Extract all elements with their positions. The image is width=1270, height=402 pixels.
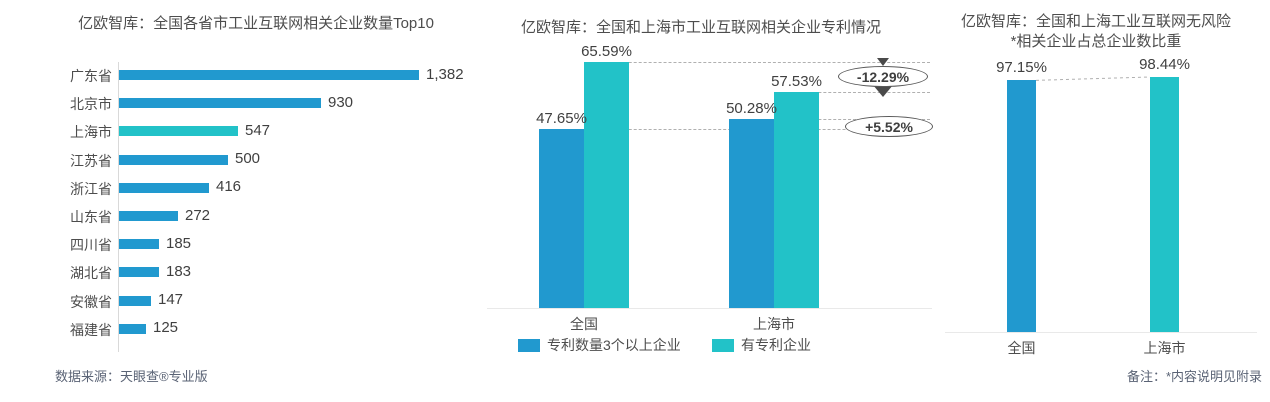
v-bar (774, 92, 819, 308)
chart3-title-line2: *相关企业占总企业数比重 (1010, 33, 1182, 50)
category-label: 上海市 (70, 124, 112, 141)
arrow-down-icon (873, 85, 893, 97)
chart1-title: 亿欧智库：全国各省市工业互联网相关企业数量Top10 (78, 15, 434, 32)
category-label: 北京市 (70, 96, 112, 113)
category-label: 浙江省 (70, 180, 112, 197)
chart3-title: 亿欧智库：全国和上海工业互联网无风险 *相关企业占总企业数比重 (935, 12, 1257, 52)
legend-item-1: 专利数量3个以上企业 (518, 335, 681, 355)
category-label: 上海市 (1143, 340, 1186, 356)
category-label: 四川省 (70, 237, 112, 254)
category-label: 上海市 (753, 316, 795, 332)
category-label: 福建省 (70, 321, 112, 338)
bar-value: 416 (216, 178, 242, 196)
h-bar (119, 98, 321, 109)
bar-value: 183 (166, 262, 192, 280)
bar-value: 57.53% (771, 73, 822, 91)
bar-value: 50.28% (726, 100, 777, 118)
h-bar (119, 239, 159, 250)
chart1-y-axis-line (118, 62, 119, 352)
arrow-down-small-icon (877, 58, 889, 66)
bar-value: 272 (185, 206, 211, 224)
v-bar (1007, 80, 1036, 332)
bar-value: 125 (153, 319, 179, 337)
source-note: 数据来源：天眼查®专业版 (55, 369, 208, 384)
delta-annotation-negative: -12.29% (838, 66, 928, 87)
guide-dashed-line (584, 62, 930, 63)
bar-value: 500 (235, 150, 261, 168)
category-label: 全国 (570, 316, 598, 332)
h-bar (119, 154, 228, 165)
chart2-title: 亿欧智库：全国和上海市工业互联网相关企业专利情况 (520, 19, 881, 36)
v-bar (539, 129, 584, 308)
bar-value: 97.15% (996, 59, 1047, 77)
legend-label: 有专利企业 (741, 337, 811, 353)
bar-value: 185 (166, 234, 192, 252)
v-bar (584, 62, 629, 308)
chart2-x-axis-line (487, 308, 932, 309)
bar-value: 47.65% (536, 110, 587, 128)
remark-note: 备注：*内容说明见附录 (1126, 369, 1262, 384)
h-bar (119, 182, 209, 193)
chart3-title-line1: 亿欧智库：全国和上海工业互联网无风险 (960, 13, 1231, 30)
category-label: 湖北省 (70, 265, 112, 282)
category-label: 山东省 (70, 209, 112, 225)
legend-label: 专利数量3个以上企业 (547, 337, 681, 353)
category-label: 广东省 (70, 68, 112, 84)
category-label: 全国 (1007, 340, 1036, 356)
h-bar (119, 295, 151, 306)
h-bar (119, 126, 238, 137)
bar-value: 147 (158, 291, 184, 309)
legend-item-2: 有专利企业 (712, 335, 811, 355)
connector-dashed-line (1035, 76, 1151, 81)
legend-swatch-teal (712, 338, 734, 352)
h-bar (119, 323, 146, 334)
v-bar (1150, 77, 1179, 332)
bar-value: 98.44% (1139, 56, 1190, 73)
bar-value: 930 (328, 93, 354, 111)
v-bar (729, 119, 774, 308)
bar-value: 547 (245, 121, 271, 139)
bar-value: 65.59% (581, 43, 632, 60)
guide-dashed-line (774, 92, 930, 94)
h-bar (119, 267, 159, 278)
bar-value: 1,382 (426, 65, 464, 83)
h-bar (119, 211, 178, 221)
category-label: 安徽省 (70, 293, 112, 310)
h-bar (119, 70, 419, 80)
chart3-x-axis-line (945, 332, 1257, 333)
legend-swatch-blue (518, 338, 540, 352)
delta-annotation-positive: +5.52% (845, 116, 933, 137)
category-label: 江苏省 (70, 152, 112, 169)
